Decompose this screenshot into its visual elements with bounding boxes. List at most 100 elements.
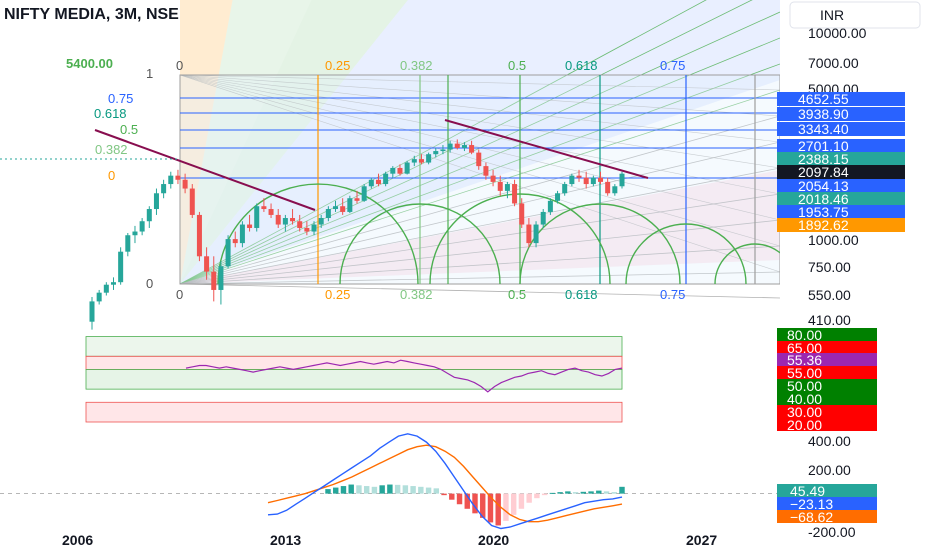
macd-histogram-bar bbox=[480, 493, 486, 518]
fib-arc bbox=[519, 203, 681, 285]
fan-line bbox=[179, 167, 780, 285]
macd-histogram-bar bbox=[340, 486, 347, 494]
fib-time-label-top: 0.382 bbox=[400, 58, 433, 73]
candle bbox=[526, 218, 532, 248]
candle bbox=[89, 296, 95, 330]
candle bbox=[354, 190, 360, 204]
candle bbox=[96, 289, 102, 305]
price-axis: 10000.007000.005000.001000.00750.00550.0… bbox=[808, 25, 867, 328]
candle-body bbox=[225, 239, 231, 267]
candle bbox=[447, 140, 453, 153]
candle-body bbox=[461, 145, 467, 149]
macd-histogram-bar bbox=[588, 491, 594, 494]
candle bbox=[454, 139, 460, 150]
candle-body bbox=[476, 152, 482, 167]
candle-body bbox=[404, 162, 410, 174]
price-tag-label: 3343.40 bbox=[798, 121, 849, 137]
price-tick-label: 410.00 bbox=[808, 312, 851, 328]
candle-body bbox=[340, 206, 346, 212]
candle bbox=[110, 277, 116, 290]
candle bbox=[175, 169, 181, 185]
candle bbox=[590, 175, 596, 187]
rsi-tag-bg bbox=[777, 366, 877, 379]
candle-body bbox=[368, 179, 374, 187]
macd-histogram-bar bbox=[549, 492, 556, 494]
candle bbox=[390, 166, 396, 178]
candle-body bbox=[383, 173, 389, 185]
candle-body bbox=[211, 271, 217, 290]
fan-line bbox=[179, 63, 780, 285]
fan-line bbox=[179, 74, 780, 91]
price-tag-label: 3938.90 bbox=[798, 106, 849, 122]
rsi-tag-bg bbox=[777, 379, 877, 392]
macd-tag-bg bbox=[777, 484, 877, 497]
trendline bbox=[94, 129, 316, 211]
macd-histogram-bar bbox=[510, 493, 517, 515]
candle bbox=[433, 148, 439, 158]
candle-body bbox=[619, 173, 625, 187]
rsi-line bbox=[185, 359, 623, 393]
candle bbox=[333, 200, 339, 212]
macd-axis: 400.00 200.00 -200.00 45.49−23.13−68.62 bbox=[777, 433, 877, 540]
candle bbox=[282, 214, 288, 232]
candle-body bbox=[161, 184, 167, 194]
candle-body bbox=[440, 149, 446, 152]
candle bbox=[383, 171, 389, 187]
candle bbox=[318, 214, 324, 228]
price-tag-label: 2388.15 bbox=[798, 151, 849, 167]
candle bbox=[182, 173, 188, 194]
fib-level-label: 0.382 bbox=[95, 142, 128, 157]
candle-body bbox=[89, 301, 95, 322]
candle bbox=[583, 171, 589, 189]
price-tag-bg bbox=[777, 152, 905, 166]
candle bbox=[189, 184, 195, 219]
candle-body bbox=[153, 193, 159, 210]
fib-time-label-bottom: 0.5 bbox=[508, 287, 526, 302]
price-tag-label: 1953.75 bbox=[798, 204, 849, 220]
candle-body bbox=[490, 175, 496, 182]
price-tag-label: 2018.46 bbox=[798, 191, 849, 207]
candle-body bbox=[497, 181, 503, 191]
rsi-tag-bg bbox=[777, 392, 877, 405]
macd-histogram-bar bbox=[394, 484, 401, 494]
candle bbox=[547, 198, 553, 215]
currency-box[interactable] bbox=[789, 1, 921, 29]
candle-body bbox=[562, 184, 568, 194]
candle bbox=[404, 160, 410, 175]
candle bbox=[247, 214, 253, 232]
fan-line bbox=[179, 245, 780, 285]
candle-body bbox=[454, 143, 460, 149]
candle-body bbox=[483, 166, 489, 176]
rsi-tag-label: 40.00 bbox=[787, 391, 822, 407]
candle-body bbox=[168, 175, 174, 185]
candle-body bbox=[612, 186, 618, 194]
macd-histogram-bar bbox=[565, 491, 571, 494]
time-axis: 2006 2013 2020 2027 bbox=[62, 532, 717, 548]
fib-arc bbox=[625, 223, 747, 285]
fib-arc bbox=[339, 203, 501, 285]
macd-histogram-bar bbox=[534, 493, 540, 499]
rsi-tag-label: 55.00 bbox=[787, 365, 822, 381]
fib-time-zone-box bbox=[179, 74, 780, 285]
macd-histogram-bar bbox=[456, 493, 463, 505]
macd-histogram-bar bbox=[433, 488, 440, 494]
macd-tick-label: 400.00 bbox=[808, 433, 851, 449]
candle-body bbox=[605, 181, 611, 194]
macd-tag-label: 45.49 bbox=[790, 483, 825, 499]
fib-time-label-bottom: 0.75 bbox=[660, 287, 685, 302]
candle-body bbox=[333, 206, 339, 210]
fan-line bbox=[179, 0, 753, 285]
candle bbox=[368, 177, 374, 189]
macd-histogram-bar bbox=[611, 492, 617, 494]
candle bbox=[540, 209, 546, 228]
price-tags: 4652.553938.903343.402701.102388.152097.… bbox=[777, 91, 905, 233]
candle bbox=[311, 221, 317, 236]
candle-body bbox=[125, 235, 131, 252]
candle bbox=[533, 221, 539, 248]
price-tag-bg bbox=[777, 139, 905, 153]
macd-histogram-bar bbox=[572, 492, 579, 494]
candle bbox=[325, 206, 331, 222]
candle bbox=[290, 209, 296, 225]
candle bbox=[476, 149, 482, 170]
